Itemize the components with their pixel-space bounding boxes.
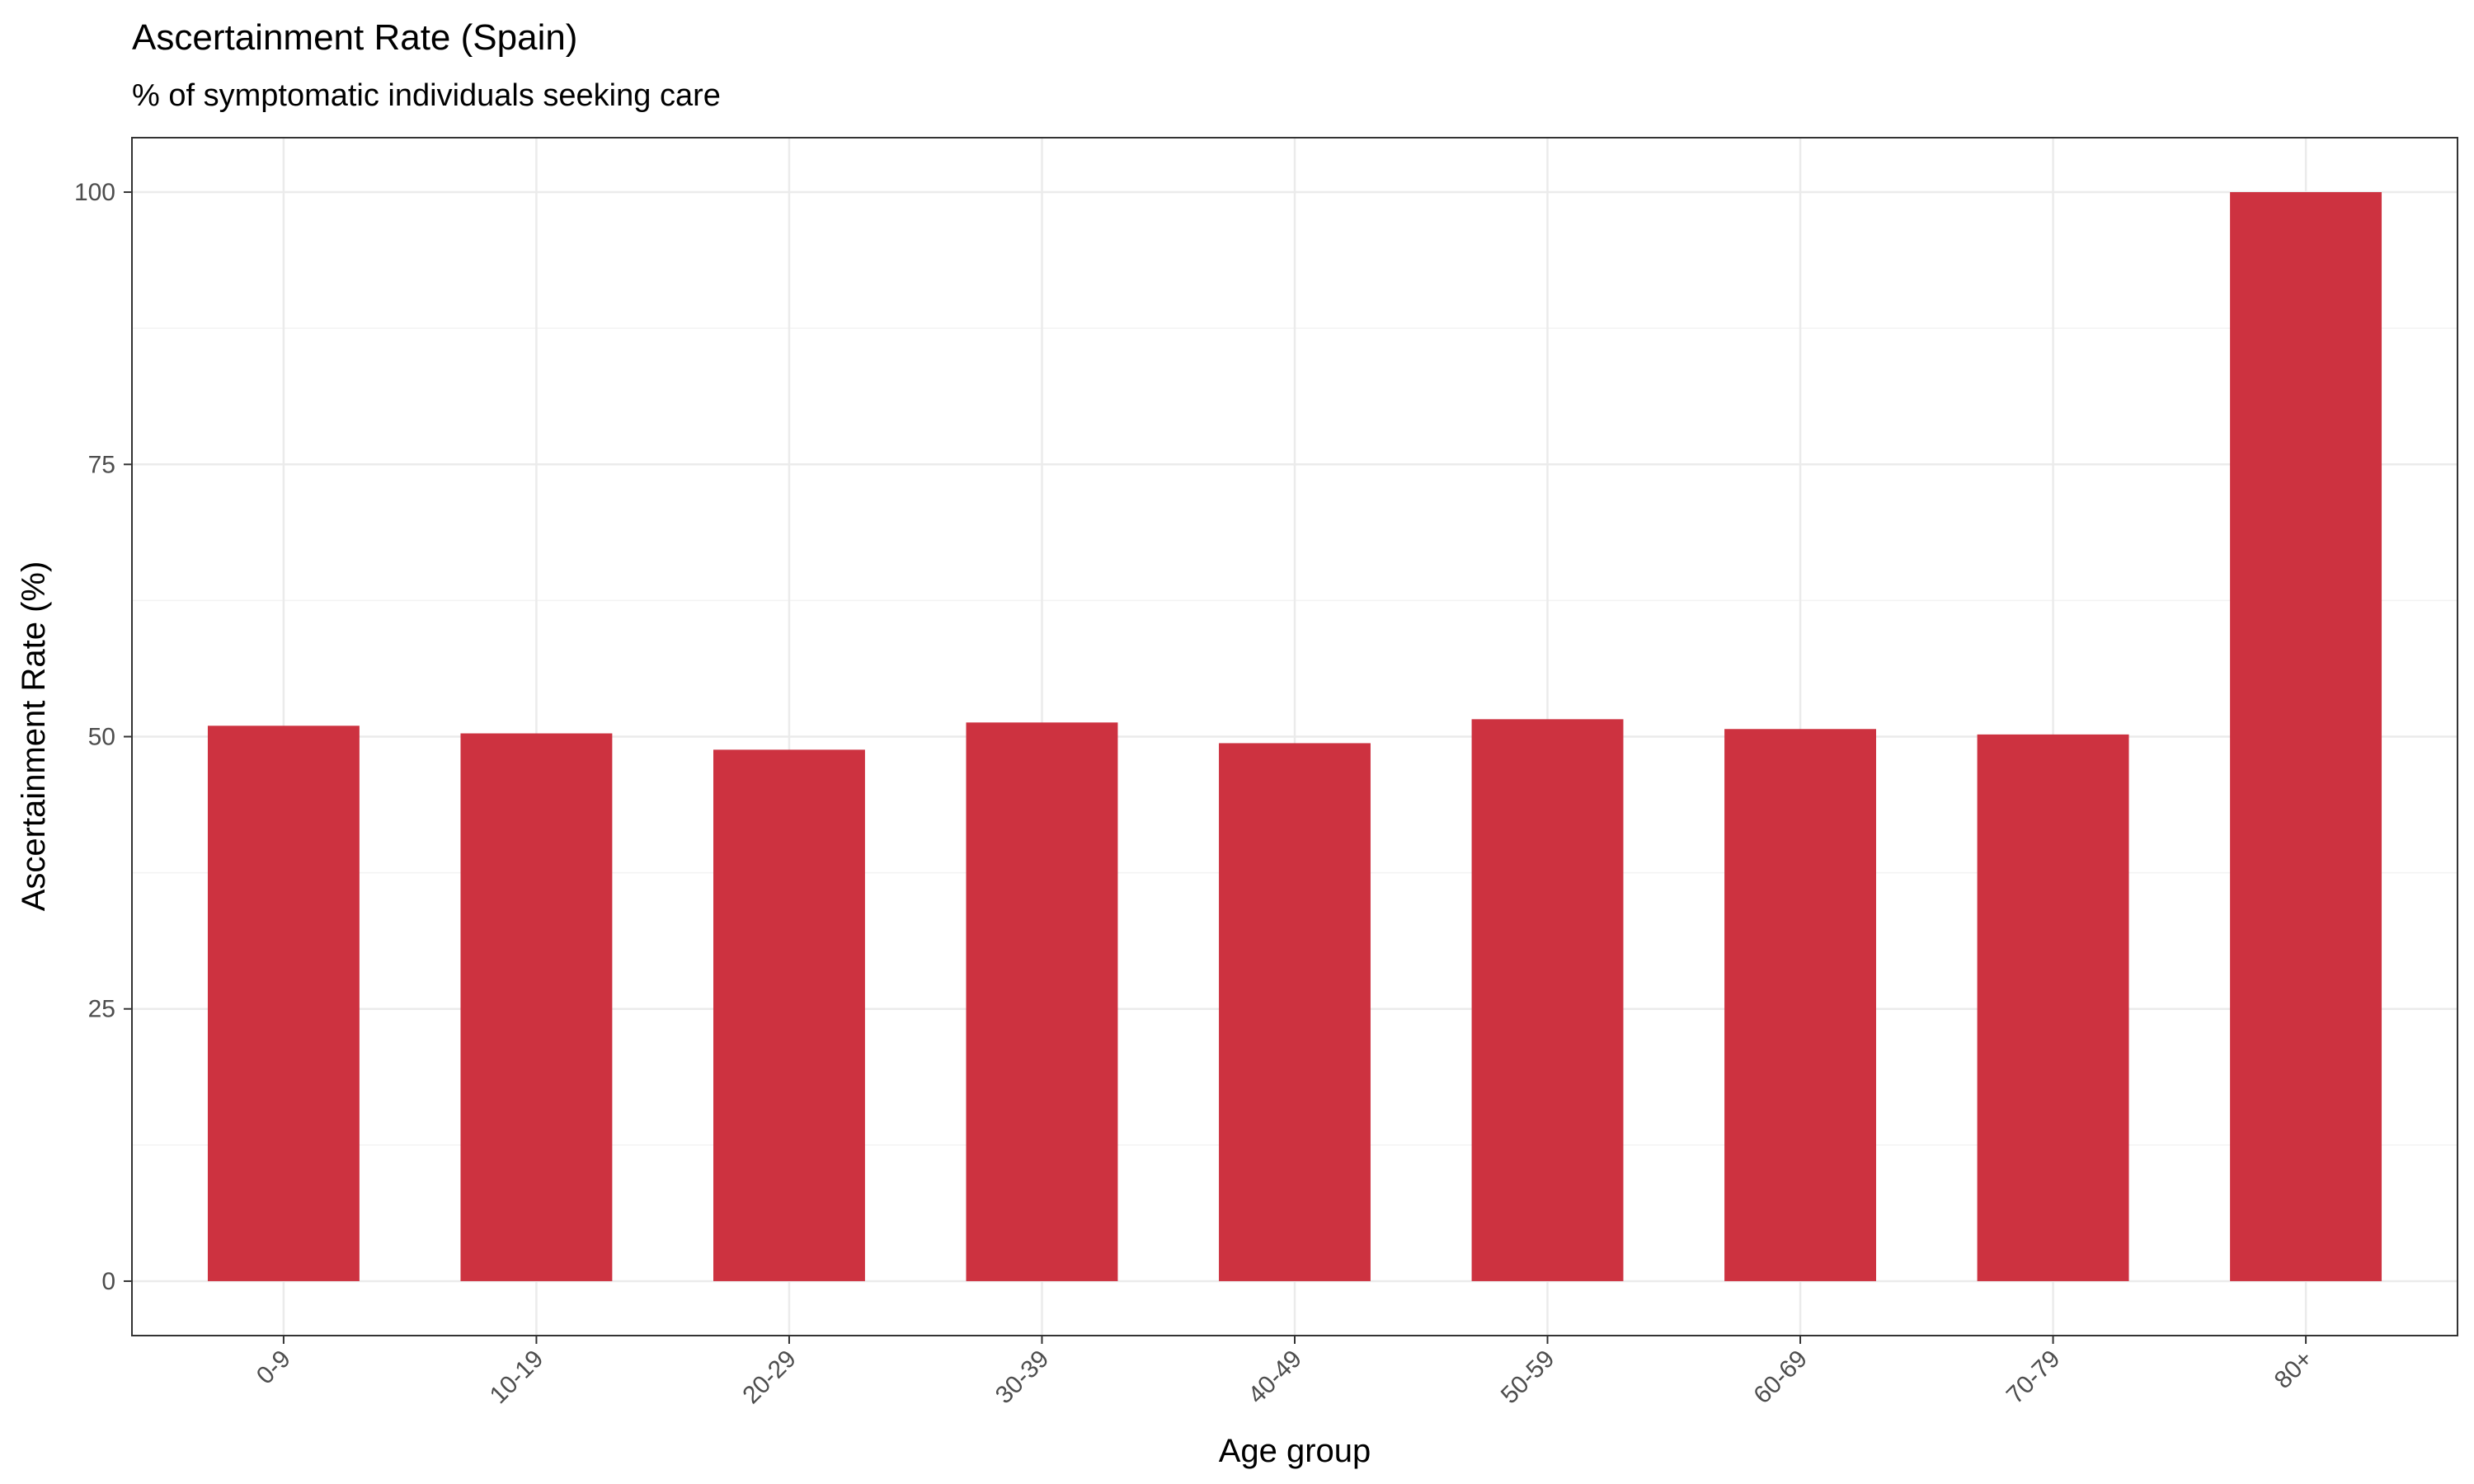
bar-40-49 bbox=[1219, 743, 1371, 1281]
bar-60-69 bbox=[1724, 729, 1876, 1281]
bar-10-19 bbox=[460, 733, 613, 1281]
bar-50-59 bbox=[1471, 719, 1624, 1281]
y-tick-label: 75 bbox=[88, 451, 115, 478]
y-tick-label: 50 bbox=[88, 724, 115, 751]
bar-30-39 bbox=[966, 722, 1118, 1281]
y-tick-label: 100 bbox=[74, 179, 115, 206]
chart-title: Ascertainment Rate (Spain) bbox=[132, 17, 577, 58]
bar-70-79 bbox=[1977, 734, 2129, 1281]
x-axis-title: Age group bbox=[1219, 1433, 1371, 1469]
bar-0-9 bbox=[207, 726, 360, 1281]
chart-subtitle: % of symptomatic individuals seeking car… bbox=[132, 78, 721, 113]
y-tick-label: 25 bbox=[88, 996, 115, 1023]
y-axis: 0 25 50 75 100 bbox=[74, 179, 132, 1295]
bar-80+ bbox=[2230, 192, 2382, 1281]
bars bbox=[207, 192, 2382, 1281]
y-axis-title: Ascertainment Rate (%) bbox=[16, 561, 52, 912]
bar-20-29 bbox=[713, 749, 865, 1281]
y-tick-label: 0 bbox=[101, 1268, 115, 1295]
